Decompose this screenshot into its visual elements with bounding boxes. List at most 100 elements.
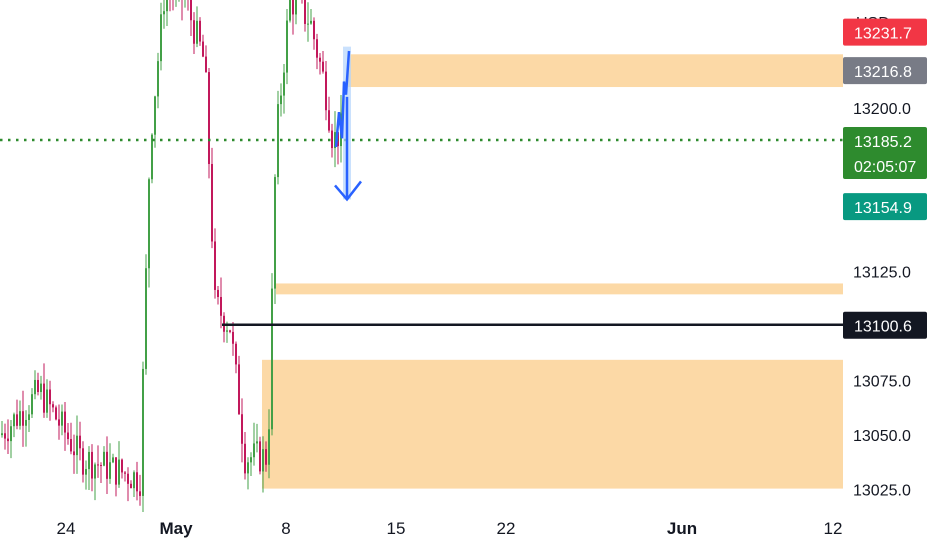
candle [187,0,189,11]
price-badge[interactable]: 13216.8 [843,57,927,85]
projection-path [334,50,351,148]
candle [211,147,213,249]
candle [172,0,174,11]
y-tick-label: 13200.0 [853,101,911,118]
candle [229,329,231,334]
y-tick-label: 13125.0 [853,264,911,281]
candle [79,421,81,461]
candle [148,177,150,288]
candle [232,321,234,356]
candle [73,434,75,474]
candle [40,375,42,400]
candle [52,401,54,413]
candle [313,17,315,50]
candle [76,415,78,474]
y-tick-label: 13050.0 [853,428,911,445]
candle [220,277,222,329]
candle [43,363,45,418]
candle [85,460,87,490]
candle [145,254,147,375]
candle [127,467,129,502]
candle [103,446,105,467]
price-axis[interactable]: USD 13200.013125.013075.013050.013025.0 … [843,0,932,512]
candle [121,458,123,479]
candle [310,9,312,25]
candle [55,405,57,421]
candle [25,410,27,447]
candle [214,228,216,299]
candle [7,419,9,454]
candle [274,174,276,305]
candle [64,402,66,451]
supply-demand-zones [262,54,843,489]
candle [133,470,135,497]
price-badge-label: 13100.6 [854,319,912,336]
candle [334,111,336,168]
candle [304,0,306,32]
candle [100,462,102,483]
price-badge-label: 13154.9 [854,200,912,217]
candle [256,423,258,453]
y-tick-label: 13025.0 [853,483,911,500]
candle [250,452,252,477]
candle [106,436,108,495]
candle [319,52,321,75]
candle [19,400,21,430]
candle [184,0,186,8]
candle [322,50,324,74]
x-tick-label: 12 [824,519,843,538]
candle [37,372,39,396]
candle [238,355,240,415]
candle [67,422,69,445]
candle [22,390,24,447]
candle [16,399,18,430]
candle [13,412,15,438]
price-badge-label: 13231.7 [854,26,912,43]
candle [10,420,12,459]
candle [82,441,84,483]
price-lines [0,138,843,326]
candle [271,273,273,436]
arrow-head [334,180,362,202]
candle [217,286,219,305]
candle [328,96,330,133]
candle [253,422,255,466]
zone-rect[interactable] [262,359,843,489]
x-tick-label: 15 [387,519,406,538]
candle [196,6,198,48]
zone-rect[interactable] [348,54,843,88]
candle [289,0,291,23]
candle [325,60,327,121]
zone-rect[interactable] [276,283,843,295]
candle [139,474,141,506]
candle [178,0,180,2]
candle [202,34,204,58]
candle [151,133,153,184]
price-badge[interactable]: 13231.7 [843,18,927,46]
candle [160,2,162,71]
candle [241,398,243,463]
candle [49,380,51,421]
candle [136,461,138,501]
price-badge[interactable]: 13100.6 [843,311,927,339]
time-axis[interactable]: 24 May 8 15 22 Jun 12 [0,512,932,550]
candle [97,445,99,478]
candle [208,68,210,179]
candle [112,453,114,464]
countdown-label: 02:05:07 [854,159,916,176]
candle [118,441,120,488]
candle [91,444,93,492]
candle [268,409,270,479]
y-tick-label: 13075.0 [853,374,911,391]
candle [223,312,225,343]
price-badge-label: 13216.8 [854,64,912,81]
candle [307,2,309,42]
x-tick-label: May [159,519,193,538]
candle [283,64,285,114]
price-badge[interactable]: 13154.9 [843,193,927,221]
candle [1,421,3,438]
candle [286,9,288,85]
price-badge[interactable]: 13185.2 02:05:07 [843,127,927,180]
candle [244,432,246,480]
